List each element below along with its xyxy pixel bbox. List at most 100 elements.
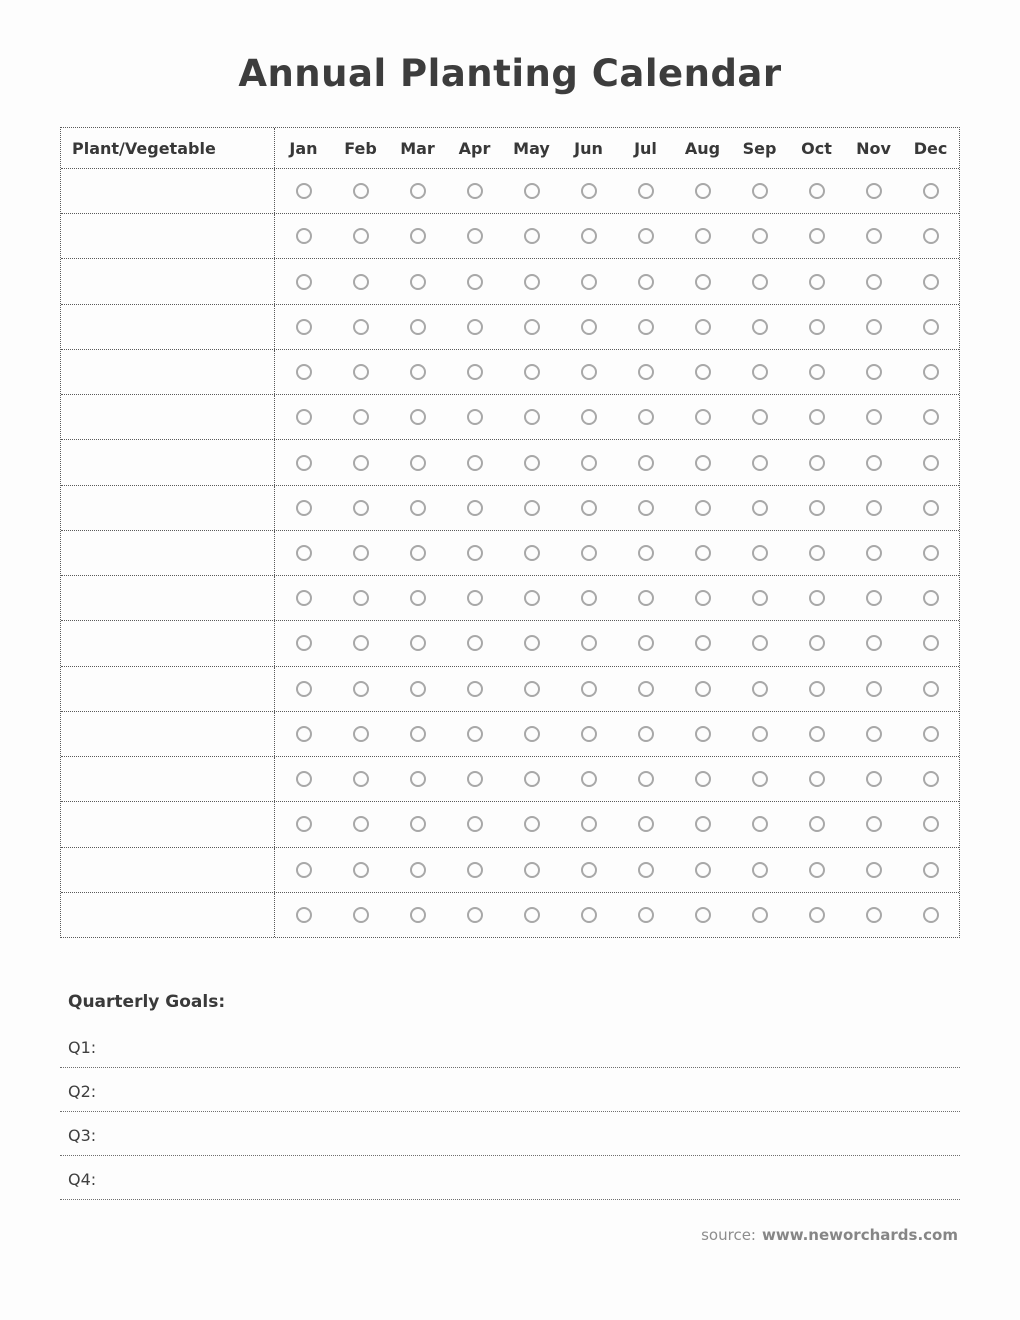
month-circle[interactable] (295, 590, 312, 607)
month-circle[interactable] (637, 183, 654, 200)
month-circle[interactable] (466, 771, 483, 788)
goal-input-q2[interactable] (110, 1068, 960, 1111)
month-circle[interactable] (694, 318, 711, 335)
month-circle[interactable] (751, 454, 768, 471)
month-circle[interactable] (466, 906, 483, 923)
month-circle[interactable] (409, 318, 426, 335)
month-circle[interactable] (523, 906, 540, 923)
month-circle[interactable] (352, 273, 369, 290)
month-circle[interactable] (295, 364, 312, 381)
month-circle[interactable] (865, 228, 882, 245)
month-circle[interactable] (808, 635, 825, 652)
plant-name-cell[interactable] (61, 349, 275, 395)
month-circle[interactable] (694, 771, 711, 788)
month-circle[interactable] (409, 273, 426, 290)
month-circle[interactable] (352, 183, 369, 200)
plant-name-cell[interactable] (61, 666, 275, 711)
month-circle[interactable] (352, 364, 369, 381)
month-circle[interactable] (865, 771, 882, 788)
month-circle[interactable] (751, 906, 768, 923)
month-circle[interactable] (466, 725, 483, 742)
month-circle[interactable] (751, 228, 768, 245)
month-circle[interactable] (466, 590, 483, 607)
plant-name-cell[interactable] (61, 395, 275, 440)
month-circle[interactable] (922, 635, 939, 652)
month-circle[interactable] (637, 816, 654, 833)
month-circle[interactable] (637, 771, 654, 788)
month-circle[interactable] (295, 409, 312, 426)
month-circle[interactable] (523, 590, 540, 607)
month-circle[interactable] (466, 409, 483, 426)
month-circle[interactable] (865, 454, 882, 471)
month-circle[interactable] (637, 409, 654, 426)
month-circle[interactable] (409, 771, 426, 788)
month-circle[interactable] (580, 771, 597, 788)
month-circle[interactable] (580, 680, 597, 697)
month-circle[interactable] (295, 906, 312, 923)
month-circle[interactable] (523, 680, 540, 697)
month-circle[interactable] (466, 861, 483, 878)
month-circle[interactable] (295, 318, 312, 335)
month-circle[interactable] (352, 906, 369, 923)
month-circle[interactable] (352, 771, 369, 788)
month-circle[interactable] (409, 544, 426, 561)
month-circle[interactable] (922, 906, 939, 923)
plant-name-cell[interactable] (61, 802, 275, 847)
month-circle[interactable] (409, 680, 426, 697)
month-circle[interactable] (751, 725, 768, 742)
month-circle[interactable] (295, 680, 312, 697)
goal-input-q3[interactable] (110, 1112, 960, 1155)
month-circle[interactable] (751, 183, 768, 200)
month-circle[interactable] (466, 499, 483, 516)
month-circle[interactable] (466, 273, 483, 290)
month-circle[interactable] (637, 680, 654, 697)
month-circle[interactable] (295, 816, 312, 833)
month-circle[interactable] (751, 771, 768, 788)
month-circle[interactable] (523, 409, 540, 426)
month-circle[interactable] (637, 273, 654, 290)
month-circle[interactable] (352, 409, 369, 426)
month-circle[interactable] (523, 318, 540, 335)
month-circle[interactable] (580, 273, 597, 290)
month-circle[interactable] (694, 816, 711, 833)
month-circle[interactable] (865, 635, 882, 652)
month-circle[interactable] (409, 590, 426, 607)
month-circle[interactable] (352, 544, 369, 561)
plant-name-cell[interactable] (61, 757, 275, 802)
month-circle[interactable] (637, 454, 654, 471)
month-circle[interactable] (523, 454, 540, 471)
plant-name-cell[interactable] (61, 214, 275, 259)
month-circle[interactable] (694, 454, 711, 471)
month-circle[interactable] (295, 183, 312, 200)
month-circle[interactable] (580, 590, 597, 607)
month-circle[interactable] (580, 906, 597, 923)
month-circle[interactable] (694, 906, 711, 923)
month-circle[interactable] (922, 364, 939, 381)
month-circle[interactable] (694, 183, 711, 200)
month-circle[interactable] (466, 318, 483, 335)
month-circle[interactable] (808, 318, 825, 335)
month-circle[interactable] (295, 544, 312, 561)
month-circle[interactable] (808, 680, 825, 697)
month-circle[interactable] (580, 364, 597, 381)
month-circle[interactable] (808, 228, 825, 245)
month-circle[interactable] (751, 816, 768, 833)
month-circle[interactable] (637, 544, 654, 561)
plant-name-cell[interactable] (61, 892, 275, 937)
month-circle[interactable] (694, 725, 711, 742)
month-circle[interactable] (922, 861, 939, 878)
month-circle[interactable] (295, 635, 312, 652)
month-circle[interactable] (409, 454, 426, 471)
month-circle[interactable] (352, 816, 369, 833)
month-circle[interactable] (694, 590, 711, 607)
month-circle[interactable] (409, 409, 426, 426)
month-circle[interactable] (922, 454, 939, 471)
month-circle[interactable] (580, 725, 597, 742)
month-circle[interactable] (580, 454, 597, 471)
month-circle[interactable] (751, 635, 768, 652)
month-circle[interactable] (922, 816, 939, 833)
month-circle[interactable] (922, 409, 939, 426)
month-circle[interactable] (694, 273, 711, 290)
month-circle[interactable] (580, 499, 597, 516)
month-circle[interactable] (922, 183, 939, 200)
